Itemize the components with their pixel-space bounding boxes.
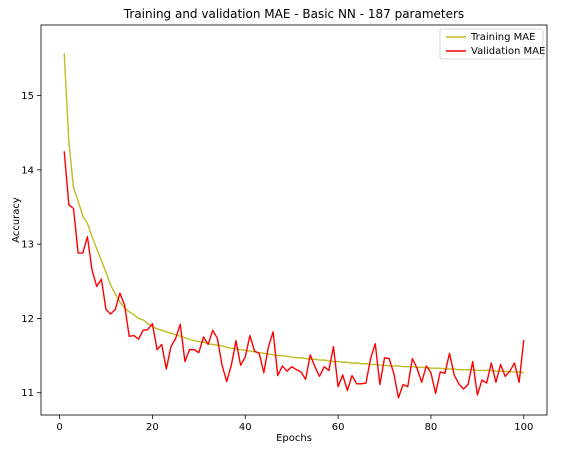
x-tick-label: 80 — [425, 422, 438, 433]
y-axis-label: Accuracy — [11, 197, 22, 243]
x-tick-label: 40 — [239, 422, 252, 433]
y-tick-label: 12 — [21, 314, 34, 325]
x-tick-label: 20 — [146, 422, 159, 433]
series-lines — [63, 53, 525, 399]
y-tick-label: 11 — [21, 388, 34, 399]
series-line-training-mae — [63, 53, 524, 374]
x-tick-label: 60 — [332, 422, 345, 433]
legend-label-validation: Validation MAE — [471, 46, 545, 57]
y-tick-label: 13 — [21, 240, 34, 251]
plot-frame — [40, 24, 548, 416]
x-tick-label: 0 — [56, 422, 62, 433]
legend-label-training: Training MAE — [470, 32, 535, 43]
x-axis: 0 20 40 60 80 100 — [56, 415, 533, 433]
x-tick-label: 100 — [514, 422, 533, 433]
y-tick-label: 15 — [21, 91, 34, 102]
chart-title: Training and validation MAE - Basic NN -… — [123, 7, 464, 21]
y-tick-label: 14 — [21, 165, 34, 176]
series-line-validation-mae — [63, 151, 525, 399]
legend: Training MAE Validation MAE — [439, 28, 545, 60]
y-axis: 11 12 13 14 15 — [21, 91, 41, 399]
x-axis-label: Epochs — [276, 433, 312, 444]
